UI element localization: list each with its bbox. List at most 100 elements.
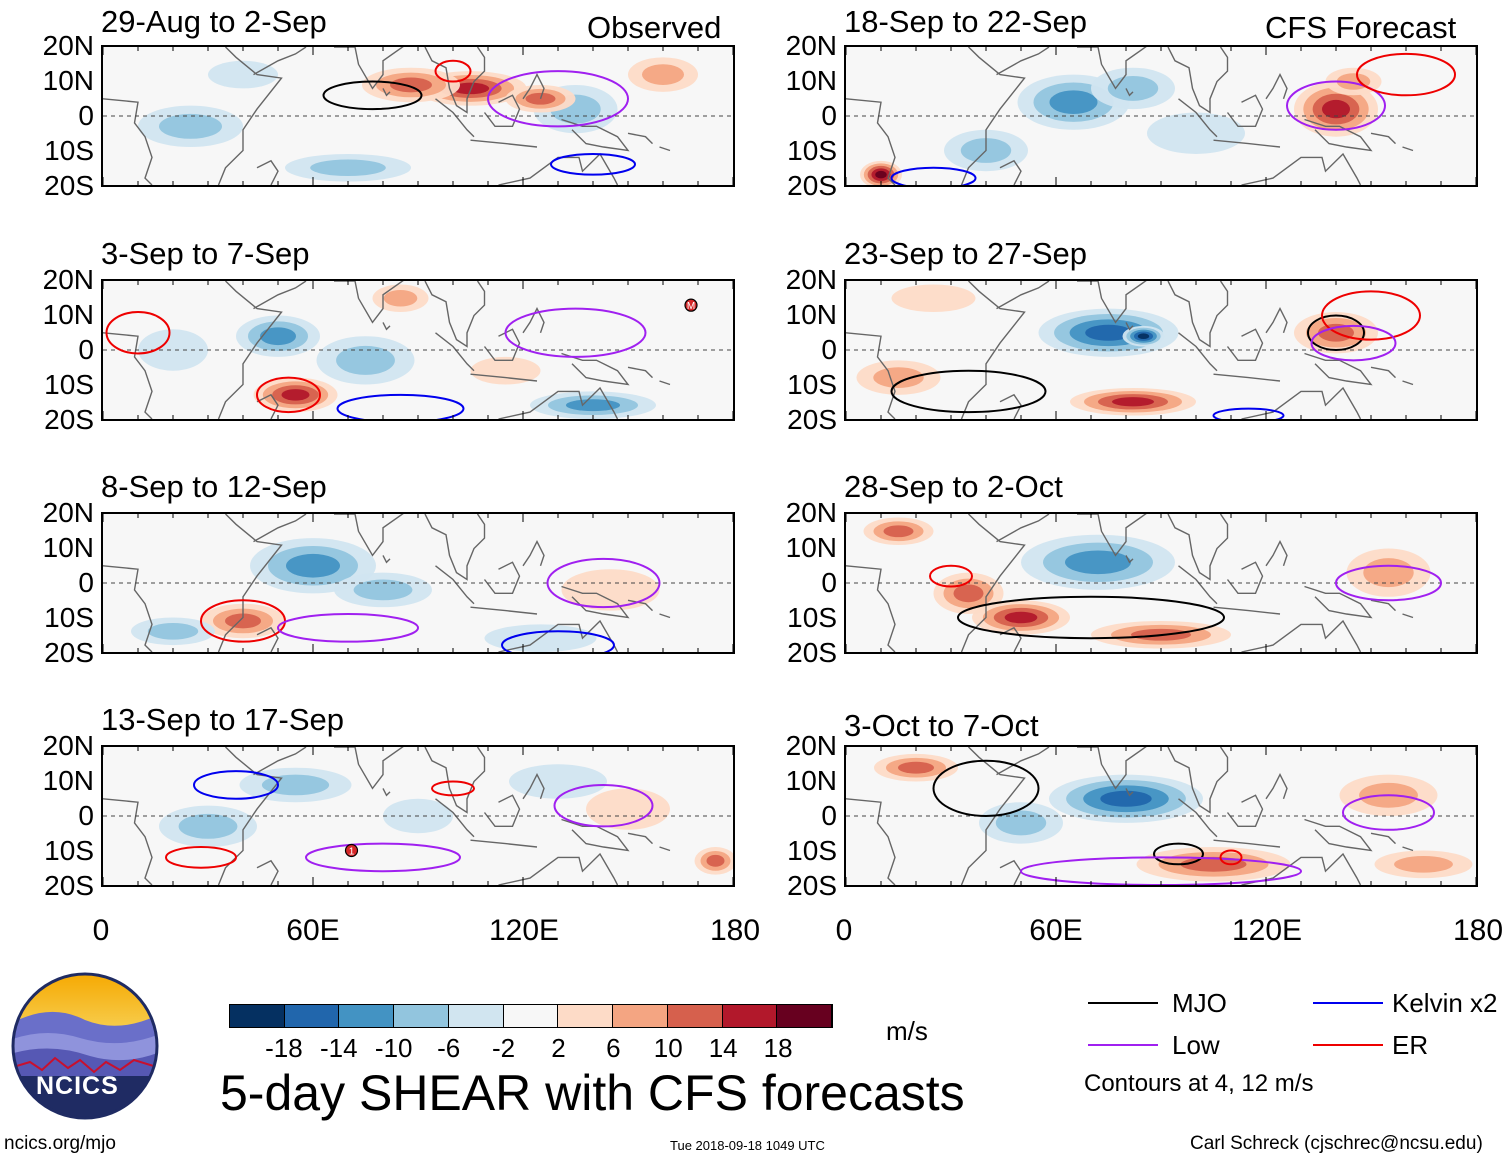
map-svg bbox=[103, 47, 733, 185]
low-contour bbox=[546, 557, 661, 609]
panel-title: 23-Sep to 27-Sep bbox=[844, 236, 1088, 271]
map-panel-13sep-17sep: 1 bbox=[101, 745, 735, 887]
lat-tick-label: 20S bbox=[44, 637, 94, 668]
svg-text:1: 1 bbox=[349, 847, 355, 858]
shear-anomaly bbox=[891, 284, 976, 313]
coastline bbox=[483, 94, 521, 127]
coastline bbox=[1077, 747, 1147, 790]
coastline bbox=[1241, 852, 1362, 885]
lat-tick-label: 10S bbox=[787, 369, 837, 400]
forecast-header: CFS Forecast bbox=[1265, 10, 1457, 45]
coastline bbox=[256, 393, 279, 419]
coastline bbox=[561, 818, 630, 852]
legend-note: Contours at 4, 12 m/s bbox=[1084, 1070, 1314, 1097]
low-contour bbox=[487, 70, 629, 128]
coastline bbox=[561, 585, 630, 619]
shear-anomaly bbox=[1147, 112, 1245, 154]
coastline bbox=[522, 540, 545, 567]
observed-header: Observed bbox=[587, 10, 722, 45]
ncics-logo bbox=[11, 972, 159, 1120]
coastline bbox=[334, 747, 404, 790]
shear-anomaly bbox=[310, 159, 386, 177]
colorbar-swatch bbox=[339, 1005, 395, 1027]
shear-anomaly bbox=[873, 367, 924, 388]
map-svg: 1 bbox=[103, 747, 733, 885]
storm-marker: 1 bbox=[344, 843, 359, 858]
coastline bbox=[659, 613, 671, 619]
mjo-contour bbox=[932, 759, 1040, 818]
shear-anomaly bbox=[642, 64, 684, 85]
coastline bbox=[435, 98, 475, 138]
coastline bbox=[1213, 139, 1281, 148]
coastline bbox=[103, 798, 153, 885]
coastline bbox=[996, 747, 1050, 776]
map-svg bbox=[846, 281, 1476, 419]
lon-tick-label: 180 bbox=[709, 914, 761, 947]
kelvin-contour bbox=[550, 152, 636, 176]
coastline bbox=[103, 98, 153, 185]
colorbar-swatch bbox=[448, 1005, 504, 1027]
coastline bbox=[1265, 540, 1288, 567]
lon-tick-label: 120E bbox=[488, 914, 560, 947]
panel-title: 3-Sep to 7-Sep bbox=[101, 236, 310, 271]
colorbar-tick-label: -14 bbox=[320, 1033, 358, 1063]
lon-tick-label: 120E bbox=[1231, 914, 1303, 947]
lat-tick-label: 10N bbox=[42, 299, 94, 330]
legend-mjo-label: MJO bbox=[1172, 988, 1227, 1018]
coastline bbox=[217, 514, 283, 652]
coastline bbox=[659, 146, 671, 152]
coastline bbox=[1265, 307, 1288, 334]
lat-tick-label: 10S bbox=[44, 369, 94, 400]
coastline bbox=[996, 514, 1050, 543]
shear-anomaly bbox=[1394, 856, 1453, 873]
panel-title: 29-Aug to 2-Sep bbox=[101, 4, 327, 39]
coastline bbox=[1167, 514, 1229, 581]
lat-tick-label: 20N bbox=[785, 730, 837, 761]
shear-anomaly bbox=[1100, 790, 1152, 807]
coastline bbox=[1226, 794, 1264, 827]
shear-anomaly bbox=[1004, 611, 1038, 624]
footer-credit: Carl Schreck (cjschrec@ncsu.edu) bbox=[1190, 1133, 1483, 1154]
lat-tick-label: 0 bbox=[821, 800, 837, 831]
map-panel-3oct-7oct bbox=[844, 745, 1478, 887]
map-panel-8sep-12sep bbox=[101, 512, 735, 654]
lat-tick-label: 20N bbox=[42, 264, 94, 295]
coastline bbox=[382, 555, 391, 564]
coastline bbox=[1304, 352, 1373, 386]
coastline bbox=[483, 794, 521, 827]
coastline bbox=[256, 626, 279, 652]
low-contour bbox=[1342, 794, 1435, 831]
lat-tick-label: 0 bbox=[78, 334, 94, 365]
legend-low-label: Low bbox=[1172, 1030, 1220, 1060]
coastline bbox=[470, 839, 538, 848]
lat-tick-label: 20S bbox=[787, 637, 837, 668]
panel-title: 28-Sep to 2-Oct bbox=[844, 469, 1063, 504]
er-contour bbox=[434, 59, 472, 83]
coastline bbox=[256, 159, 279, 185]
shear-anomaly bbox=[208, 60, 278, 89]
legend-kelvin-label: Kelvin x2 bbox=[1392, 988, 1498, 1018]
low-contour bbox=[1310, 324, 1397, 362]
lat-tick-label: 20S bbox=[44, 870, 94, 901]
legend-low-line bbox=[1088, 1044, 1158, 1046]
kelvin-contour bbox=[336, 393, 465, 419]
coastline bbox=[627, 132, 653, 145]
shear-anomaly bbox=[390, 77, 432, 93]
coastline bbox=[483, 328, 521, 361]
colorbar-swatch bbox=[503, 1005, 559, 1027]
map-panel-18sep-22sep bbox=[844, 45, 1478, 187]
legend-mjo-line bbox=[1088, 1002, 1158, 1004]
shear-anomaly bbox=[261, 774, 330, 796]
coastline bbox=[999, 626, 1022, 652]
mjo-contour bbox=[1153, 842, 1204, 866]
coastline bbox=[561, 352, 630, 386]
coastline bbox=[1241, 152, 1362, 185]
lat-tick-label: 10S bbox=[44, 135, 94, 166]
panel-title: 3-Oct to 7-Oct bbox=[844, 708, 1039, 743]
coastline bbox=[334, 47, 404, 90]
colorbar-swatch bbox=[667, 1005, 723, 1027]
coastline bbox=[1370, 832, 1396, 845]
coastline bbox=[561, 118, 630, 152]
low-contour bbox=[1286, 80, 1386, 131]
er-contour bbox=[1356, 52, 1456, 97]
